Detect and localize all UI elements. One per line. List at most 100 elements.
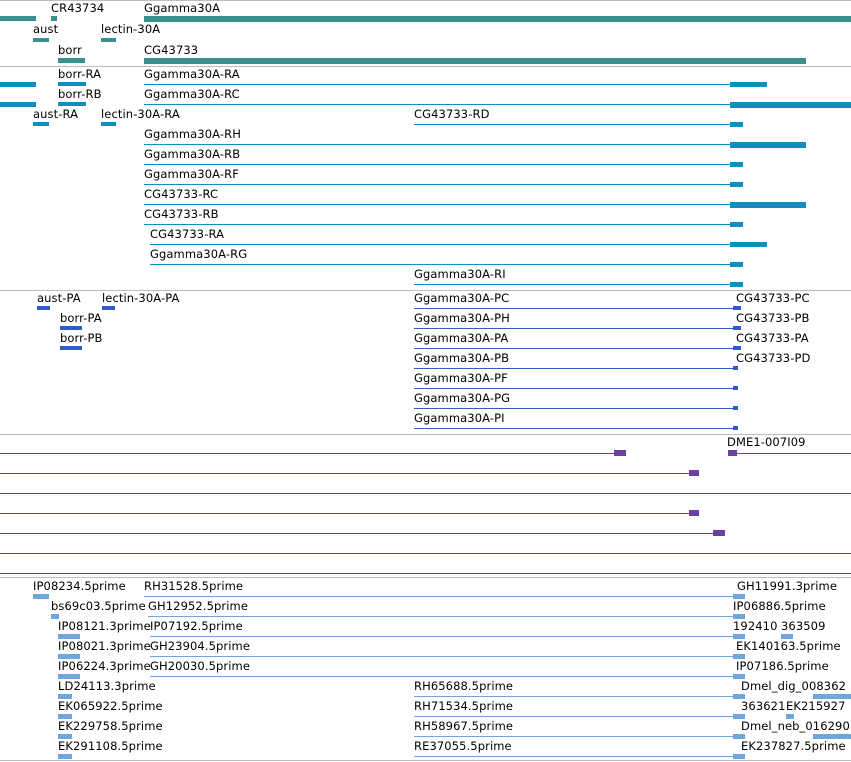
est-feature[interactable]: [733, 694, 745, 699]
est-feature[interactable]: [733, 714, 745, 719]
protein-feature[interactable]: [733, 306, 741, 310]
transcript-feature[interactable]: [0, 102, 36, 107]
est-feature[interactable]: [733, 634, 745, 639]
clone-feature[interactable]: [689, 470, 699, 476]
transcript-feature[interactable]: [730, 102, 851, 108]
est-label[interactable]: 363509: [781, 619, 826, 633]
protein-label[interactable]: Ggamma30A-PH: [414, 311, 510, 325]
gene-label[interactable]: Ggamma30A: [144, 1, 221, 15]
transcript-feature[interactable]: [101, 122, 116, 126]
est-label[interactable]: IP08121.3prime: [58, 619, 151, 633]
transcript-label[interactable]: borr-RB: [58, 87, 102, 101]
est-label[interactable]: IP07192.5prime: [150, 619, 243, 633]
transcript-label[interactable]: Ggamma30A-RF: [144, 167, 239, 181]
transcript-feature[interactable]: [144, 224, 732, 225]
est-feature[interactable]: [150, 676, 735, 677]
est-feature[interactable]: [414, 756, 735, 757]
est-feature[interactable]: [733, 734, 745, 739]
est-label[interactable]: RE37055.5prime: [414, 739, 512, 753]
gene-feature[interactable]: [101, 38, 116, 42]
protein-label[interactable]: aust-PA: [37, 291, 81, 305]
transcript-feature[interactable]: [144, 144, 732, 145]
protein-label[interactable]: Ggamma30A-PB: [414, 351, 510, 365]
est-label[interactable]: RH58967.5prime: [414, 719, 514, 733]
est-feature[interactable]: [58, 694, 72, 699]
clone-feature[interactable]: [728, 450, 737, 456]
clone-feature[interactable]: [689, 510, 699, 516]
protein-label[interactable]: CG43733-PC: [736, 291, 810, 305]
transcript-label[interactable]: Ggamma30A-RB: [144, 147, 241, 161]
est-feature[interactable]: [733, 674, 745, 679]
gene-label[interactable]: lectin-30A: [101, 22, 161, 36]
est-feature[interactable]: [150, 636, 735, 637]
clone-feature[interactable]: [614, 450, 626, 456]
est-label[interactable]: RH65688.5prime: [414, 679, 514, 693]
protein-label[interactable]: Ggamma30A-PI: [414, 411, 505, 425]
protein-feature[interactable]: [414, 368, 735, 369]
protein-feature[interactable]: [60, 346, 82, 350]
protein-feature[interactable]: [733, 346, 741, 350]
gene-label[interactable]: CG43733: [144, 43, 199, 57]
transcript-label[interactable]: Ggamma30A-RA: [144, 67, 240, 81]
transcript-label[interactable]: CG43733-RA: [150, 227, 225, 241]
est-label[interactable]: 192410: [733, 619, 778, 633]
protein-label[interactable]: CG43733-PB: [736, 311, 810, 325]
transcript-label[interactable]: Ggamma30A-RG: [150, 247, 248, 261]
transcript-label[interactable]: Ggamma30A-RI: [414, 267, 506, 281]
transcript-label[interactable]: borr-RA: [58, 67, 102, 81]
est-label[interactable]: EK229758.5prime: [58, 719, 163, 733]
transcript-label[interactable]: CG43733-RC: [144, 187, 219, 201]
transcript-feature[interactable]: [730, 142, 806, 148]
protein-feature[interactable]: [414, 408, 735, 409]
est-feature[interactable]: [144, 596, 735, 597]
est-label[interactable]: GH12952.5prime: [148, 599, 249, 613]
clone-feature[interactable]: [0, 553, 851, 554]
est-label[interactable]: IP08021.3prime: [58, 639, 151, 653]
clone-label[interactable]: DME1-007I09: [727, 435, 806, 449]
protein-label[interactable]: CG43733-PA: [736, 331, 809, 345]
est-feature[interactable]: [733, 654, 745, 659]
transcript-feature[interactable]: [414, 284, 732, 285]
est-feature[interactable]: [58, 754, 72, 759]
est-label[interactable]: IP07186.5prime: [736, 659, 829, 673]
transcript-label[interactable]: aust-RA: [33, 107, 79, 121]
gene-feature[interactable]: [0, 16, 36, 21]
transcript-feature[interactable]: [730, 282, 743, 287]
transcript-feature[interactable]: [730, 262, 743, 267]
transcript-feature[interactable]: [414, 124, 732, 125]
transcript-feature[interactable]: [58, 102, 86, 106]
transcript-feature[interactable]: [150, 244, 732, 245]
est-label[interactable]: RH71534.5prime: [414, 699, 514, 713]
est-label[interactable]: EK140163.5prime: [736, 639, 841, 653]
protein-feature[interactable]: [733, 326, 741, 330]
transcript-feature[interactable]: [58, 82, 86, 86]
est-feature[interactable]: [58, 734, 72, 739]
protein-feature[interactable]: [60, 326, 82, 330]
est-feature[interactable]: [58, 654, 80, 659]
gene-feature[interactable]: [144, 16, 851, 22]
est-label[interactable]: Dmel_dig_008362: [741, 679, 847, 693]
gene-label[interactable]: aust: [33, 22, 59, 36]
clone-feature[interactable]: [737, 453, 851, 454]
est-feature[interactable]: [58, 674, 80, 679]
est-feature[interactable]: [33, 594, 49, 599]
est-label[interactable]: GH11991.3prime: [737, 579, 838, 593]
gene-feature[interactable]: [33, 38, 49, 42]
est-label[interactable]: IP08234.5prime: [33, 579, 126, 593]
protein-label[interactable]: borr-PB: [60, 331, 103, 345]
est-feature[interactable]: [786, 714, 794, 719]
protein-feature[interactable]: [733, 366, 738, 370]
transcript-label[interactable]: Ggamma30A-RH: [144, 127, 241, 141]
gene-feature[interactable]: [58, 58, 85, 63]
gene-feature[interactable]: [144, 58, 806, 64]
est-feature[interactable]: [148, 616, 735, 617]
est-feature[interactable]: [414, 716, 735, 717]
est-label[interactable]: EK215927: [786, 699, 846, 713]
clone-feature[interactable]: [0, 493, 851, 494]
gene-label[interactable]: CR43734: [51, 1, 105, 15]
protein-feature[interactable]: [733, 426, 738, 430]
clone-feature[interactable]: [713, 530, 725, 536]
transcript-label[interactable]: CG43733-RD: [414, 107, 490, 121]
protein-label[interactable]: borr-PA: [60, 311, 102, 325]
transcript-feature[interactable]: [730, 202, 806, 208]
